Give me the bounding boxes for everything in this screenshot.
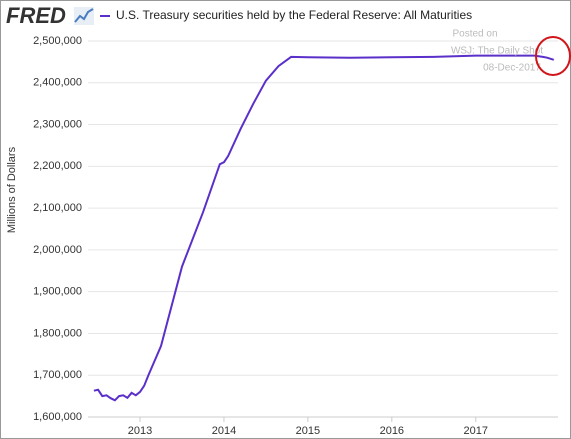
x-tick-label: 2015 <box>296 425 320 437</box>
x-tick-label: 2016 <box>380 425 404 437</box>
logo-icon <box>74 7 94 25</box>
y-tick-label: 1,600,000 <box>33 411 82 423</box>
y-tick-label: 1,700,000 <box>33 369 82 381</box>
y-tick-label: 1,900,000 <box>33 286 82 298</box>
y-tick-label: 2,500,000 <box>33 35 82 47</box>
x-tick-label: 2017 <box>464 425 488 437</box>
x-tick-label: 2014 <box>212 425 236 437</box>
y-tick-label: 2,000,000 <box>33 244 82 256</box>
y-tick-label: 2,100,000 <box>33 202 82 214</box>
x-tick-label: 2013 <box>128 425 152 437</box>
highlight-circle <box>535 36 571 76</box>
y-tick-label: 1,800,000 <box>33 327 82 339</box>
y-tick-label: 2,200,000 <box>33 160 82 172</box>
watermark: Posted on <box>452 29 497 40</box>
data-line <box>93 54 555 402</box>
watermark: WSJ: The Daily Shot <box>451 46 543 57</box>
logo: FRED <box>6 3 66 28</box>
y-tick-label: 2,300,000 <box>33 118 82 130</box>
y-axis-title: Millions of Dollars <box>6 146 18 233</box>
legend-label: U.S. Treasury securities held by the Fed… <box>116 8 472 22</box>
watermark: 08-Dec-2017 <box>483 63 541 74</box>
y-tick-label: 2,400,000 <box>33 77 82 89</box>
